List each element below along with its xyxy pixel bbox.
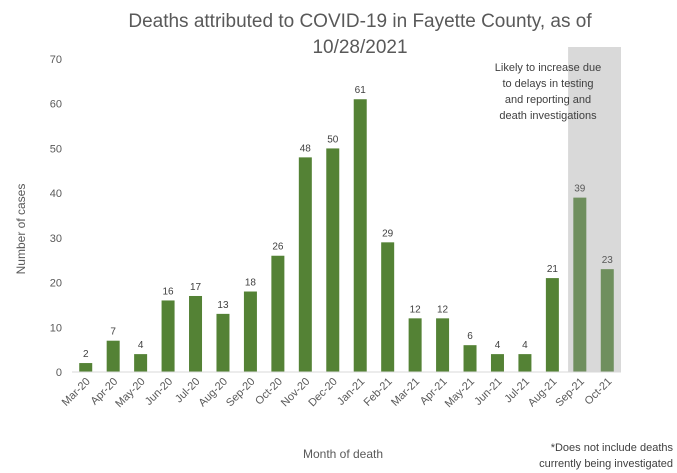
bar-value-label: 12 xyxy=(410,304,422,315)
x-tick-label: Mar-20 xyxy=(60,376,93,409)
y-tick-label: 70 xyxy=(50,54,62,66)
bar-value-label: 16 xyxy=(163,286,175,297)
y-tick-label: 40 xyxy=(50,188,62,200)
y-tick-label: 30 xyxy=(50,233,62,245)
y-tick-label: 0 xyxy=(56,367,62,379)
y-tick-label: 10 xyxy=(50,322,62,334)
bar-value-label: 12 xyxy=(437,304,449,315)
x-tick-label: Feb-21 xyxy=(362,376,395,409)
bar-value-label: 50 xyxy=(327,134,339,145)
bar-jan-21 xyxy=(354,99,367,372)
y-tick-label: 20 xyxy=(50,278,62,290)
bar-apr-21 xyxy=(436,318,449,372)
bar-value-label: 18 xyxy=(245,278,257,289)
bar-apr-20 xyxy=(107,341,120,372)
bar-value-label: 26 xyxy=(272,242,284,253)
bar-oct-21 xyxy=(601,269,614,372)
annotation-line: death investigations xyxy=(470,108,626,124)
bar-nov-20 xyxy=(299,157,312,372)
bar-feb-21 xyxy=(381,242,394,372)
x-tick-label: Aug-21 xyxy=(526,376,560,410)
x-tick-label: Jan-21 xyxy=(335,376,367,408)
x-tick-label: Aug-20 xyxy=(197,376,231,410)
bar-sep-21 xyxy=(573,198,586,372)
bar-value-label: 2 xyxy=(83,349,89,360)
bar-sep-20 xyxy=(244,292,257,372)
x-tick-label: Jun-20 xyxy=(143,376,175,408)
annotation-line: and reporting and xyxy=(470,92,626,108)
bar-aug-20 xyxy=(216,314,229,372)
x-axis-label: Month of death xyxy=(258,447,428,461)
bar-value-label: 23 xyxy=(602,255,614,266)
bar-oct-20 xyxy=(271,256,284,372)
x-tick-label: Mar-21 xyxy=(389,376,422,409)
bar-value-label: 61 xyxy=(355,85,367,96)
bar-value-label: 4 xyxy=(495,340,501,351)
bar-jul-20 xyxy=(189,296,202,372)
footnote-line: *Does not include deaths xyxy=(505,440,673,456)
footnote: *Does not include deaths currently being… xyxy=(505,440,673,472)
bar-may-21 xyxy=(464,345,477,372)
bar-may-20 xyxy=(134,354,147,372)
x-tick-label: Oct-21 xyxy=(583,376,615,408)
bar-value-label: 6 xyxy=(467,331,473,342)
bar-dec-20 xyxy=(326,148,339,372)
bar-mar-20 xyxy=(79,363,92,372)
x-tick-label: Nov-20 xyxy=(279,376,313,410)
bar-value-label: 13 xyxy=(217,300,229,311)
x-tick-label: Dec-20 xyxy=(306,376,340,410)
x-tick-label: May-20 xyxy=(113,376,147,410)
x-tick-label: Sep-20 xyxy=(224,376,258,410)
chart: Deaths attributed to COVID-19 in Fayette… xyxy=(0,0,677,473)
bar-jul-21 xyxy=(518,354,531,372)
bar-value-label: 4 xyxy=(522,340,528,351)
bar-value-label: 4 xyxy=(138,340,144,351)
bar-value-label: 39 xyxy=(574,184,586,195)
annotation-line: Likely to increase due xyxy=(470,60,626,76)
y-tick-label: 60 xyxy=(50,99,62,111)
x-tick-label: May-21 xyxy=(443,376,477,410)
bar-jun-20 xyxy=(162,300,175,372)
annotation-line: to delays in testing xyxy=(470,76,626,92)
x-tick-label: Jun-21 xyxy=(472,376,504,408)
y-axis-label: Number of cases xyxy=(14,174,28,284)
bar-value-label: 21 xyxy=(547,264,559,275)
provisional-annotation: Likely to increase due to delays in test… xyxy=(470,60,626,124)
bar-jun-21 xyxy=(491,354,504,372)
bar-mar-21 xyxy=(409,318,422,372)
bar-value-label: 7 xyxy=(110,327,116,338)
bar-value-label: 29 xyxy=(382,228,394,239)
footnote-line: currently being investigated xyxy=(505,456,673,472)
y-tick-label: 50 xyxy=(50,143,62,155)
x-tick-label: Sep-21 xyxy=(553,376,587,410)
bar-value-label: 48 xyxy=(300,143,312,154)
bar-aug-21 xyxy=(546,278,559,372)
bar-value-label: 17 xyxy=(190,282,202,293)
